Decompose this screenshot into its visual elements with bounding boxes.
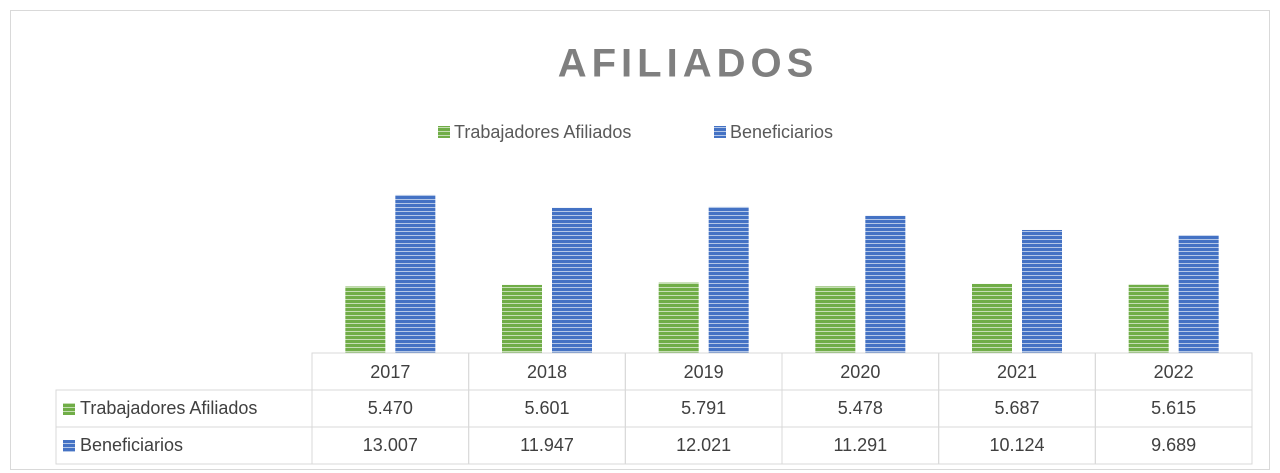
value-label: 13.007 [363, 435, 418, 455]
value-label: 11.291 [833, 435, 887, 455]
bar [865, 215, 906, 353]
category-label: 2018 [527, 362, 567, 382]
bar [815, 286, 856, 353]
category-label: 2020 [840, 362, 880, 382]
bar [345, 286, 386, 353]
legend-swatch [438, 126, 450, 138]
table-cell [55, 426, 313, 465]
bar [1178, 235, 1219, 353]
category-label: 2017 [370, 362, 410, 382]
category-label: 2019 [684, 362, 724, 382]
category-label: 2021 [997, 362, 1037, 382]
value-label: 5.601 [524, 398, 569, 418]
value-label: 5.791 [681, 398, 726, 418]
bar [972, 283, 1012, 353]
value-label: 11.947 [520, 435, 574, 455]
bar [658, 282, 699, 353]
bar [552, 207, 592, 353]
table-swatch [63, 440, 75, 452]
row-label: Beneficiarios [80, 435, 183, 455]
value-label: 10.124 [989, 435, 1044, 455]
bar [708, 206, 749, 353]
bar [502, 284, 542, 353]
value-label: 5.470 [368, 398, 413, 418]
legend-label: Beneficiarios [730, 122, 833, 142]
legend-swatch [714, 126, 726, 138]
value-label: 12.021 [676, 435, 731, 455]
legend-label: Trabajadores Afiliados [454, 122, 631, 142]
bar [1022, 229, 1062, 353]
category-label: 2022 [1154, 362, 1194, 382]
chart-title: AFILIADOS [558, 42, 819, 86]
value-label: 5.687 [994, 398, 1039, 418]
table-swatch [63, 403, 75, 415]
value-label: 9.689 [1151, 435, 1196, 455]
bar [1128, 284, 1169, 353]
row-label: Trabajadores Afiliados [80, 398, 257, 418]
value-label: 5.478 [838, 398, 883, 418]
table-cell [1094, 426, 1253, 465]
bar [395, 194, 436, 353]
value-label: 5.615 [1151, 398, 1196, 418]
